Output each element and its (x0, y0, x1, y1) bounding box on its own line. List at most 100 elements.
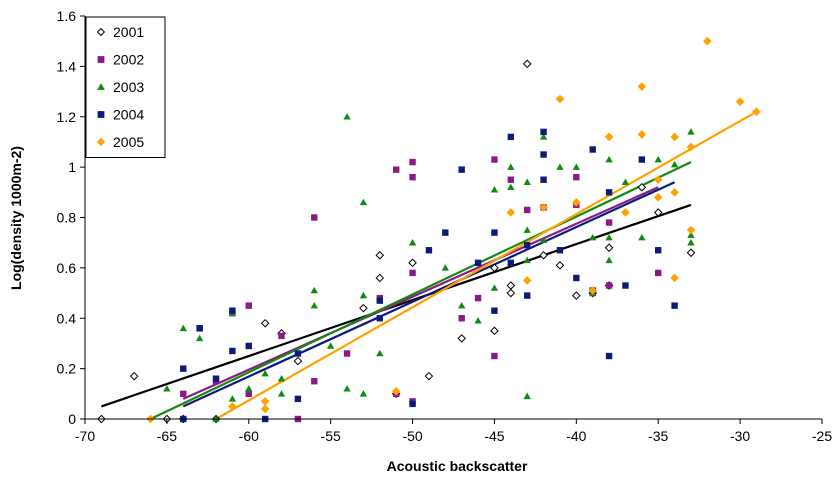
data-point-2005 (604, 132, 614, 142)
data-point-2004 (458, 166, 465, 173)
trend-line-2005 (215, 110, 758, 420)
y-tick-label: 0.6 (57, 260, 77, 276)
data-point-2004 (573, 274, 580, 282)
data-point-2002 (311, 378, 318, 385)
data-point-2001 (522, 59, 532, 69)
x-tick-label: -65 (157, 428, 177, 444)
axes (80, 15, 823, 424)
data-point-2002 (507, 176, 515, 183)
data-point-2004 (540, 176, 547, 183)
data-point-2005 (653, 175, 663, 185)
data-point-2002 (409, 269, 416, 277)
data-point-2002 (491, 156, 498, 163)
data-point-2005 (555, 94, 565, 104)
data-point-2003 (556, 163, 564, 170)
x-tick-label: -25 (812, 428, 832, 444)
y-tick-label: 1.4 (57, 58, 77, 74)
data-point-2003 (670, 160, 679, 168)
data-point-2003 (589, 233, 597, 241)
data-point-2003 (490, 284, 499, 291)
data-point-2004 (491, 307, 498, 314)
data-point-2003 (523, 392, 531, 400)
x-tick-label: -40 (566, 428, 586, 444)
legend-label: 2001 (113, 24, 144, 40)
data-point-2002 (245, 302, 252, 309)
data-point-2004 (540, 151, 547, 158)
data-point-2003 (441, 264, 449, 271)
legend-item-2003: 2003 (97, 79, 144, 95)
data-point-2004 (474, 259, 482, 267)
data-point-2004 (622, 282, 629, 289)
data-point-2001 (375, 250, 385, 260)
data-point-2003 (523, 178, 531, 185)
data-point-2004 (409, 400, 416, 408)
data-point-2002 (409, 158, 416, 166)
data-point-2001 (359, 303, 368, 313)
data-point-2002 (655, 269, 662, 277)
data-point-2004 (376, 297, 383, 304)
data-point-2004 (638, 156, 646, 163)
data-point-2003 (343, 385, 351, 392)
data-point-2004 (605, 189, 613, 196)
data-point-2003 (605, 256, 613, 264)
data-point-2003 (261, 369, 269, 377)
data-point-2004 (524, 292, 531, 299)
data-point-2001 (375, 273, 385, 283)
data-point-2004 (294, 395, 302, 403)
x-tick-label: -45 (484, 428, 504, 444)
x-tick-label: -70 (75, 428, 95, 444)
data-point-2004 (425, 247, 433, 254)
data-point-2001 (457, 334, 466, 343)
data-point-2002 (311, 214, 318, 221)
data-point-2005 (572, 198, 581, 207)
series-2003 (163, 113, 695, 422)
data-point-2004 (180, 365, 187, 372)
data-point-2003 (359, 390, 368, 397)
legend-label: 2005 (113, 134, 144, 150)
data-point-2005 (703, 36, 712, 46)
data-point-2003 (359, 291, 368, 299)
x-axis-title: Acoustic backscatter (387, 458, 528, 474)
data-point-2002 (245, 390, 252, 398)
data-point-2001 (653, 208, 663, 217)
data-point-2003 (654, 155, 662, 163)
data-point-2003 (539, 133, 548, 140)
data-point-2004 (655, 247, 662, 254)
data-point-2001 (129, 371, 139, 381)
data-point-2004 (229, 307, 236, 314)
trend-line-2004 (182, 181, 676, 408)
y-tick-label: 0.8 (57, 210, 77, 226)
data-point-2003 (638, 233, 646, 241)
data-point-2005 (735, 97, 745, 106)
data-point-2004 (556, 247, 564, 254)
data-point-2001 (637, 182, 647, 192)
data-point-2001 (424, 371, 434, 381)
data-point-2005 (637, 82, 647, 91)
data-point-2004 (540, 128, 547, 136)
data-point-2003 (605, 155, 613, 163)
data-point-2003 (605, 233, 613, 241)
data-point-2004 (376, 315, 383, 322)
data-point-2001 (572, 291, 581, 300)
data-point-2002 (491, 352, 498, 360)
data-point-2001 (506, 288, 516, 298)
legend-item-2001: 2001 (96, 24, 144, 40)
data-point-2005 (653, 193, 663, 202)
legend: 2001 2002 2003 2004 2005 (85, 16, 166, 158)
data-point-2002 (278, 332, 285, 340)
data-point-2004 (507, 133, 515, 141)
legend-marker (96, 27, 106, 37)
data-point-2005 (228, 402, 237, 411)
data-point-2003 (687, 239, 695, 246)
legend-marker (97, 83, 105, 90)
data-point-2003 (163, 385, 171, 392)
data-point-2001 (293, 356, 303, 366)
y-tick-label: 1 (68, 159, 76, 175)
data-point-2003 (621, 178, 630, 185)
data-point-2004 (212, 375, 220, 382)
data-point-2001 (408, 258, 417, 268)
data-point-2003 (408, 239, 417, 246)
data-point-2004 (196, 325, 203, 332)
data-point-2003 (523, 256, 531, 264)
data-point-2005 (670, 273, 679, 283)
